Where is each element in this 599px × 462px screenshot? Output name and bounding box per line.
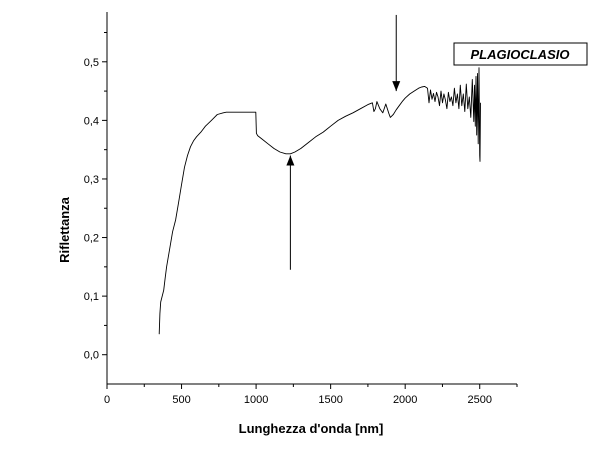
y-axis-title: Riflettanza [57, 196, 72, 263]
y-tick-label: 0,1 [84, 291, 99, 303]
x-tick-label: 2000 [393, 394, 417, 406]
legend-box [453, 42, 588, 66]
y-tick-label: 0,5 [84, 57, 99, 69]
ticks: 0 500 1000 1500 2000 2500 0,0 0,1 0,2 0,3 0,4 0,5 [84, 32, 518, 406]
x-axis-title: Lunghezza d'onda [nm] [239, 421, 384, 436]
legend-label: PLAGIOCLASIO [471, 47, 570, 62]
y-tick-label: 0,4 [84, 115, 99, 127]
x-tick-label: 0 [104, 394, 110, 406]
x-tick-label: 1500 [318, 394, 342, 406]
arrow-up-annotation [286, 155, 295, 270]
x-tick-label: 2500 [467, 394, 491, 406]
y-tick-label: 0,0 [84, 350, 99, 362]
series-line [158, 67, 481, 335]
axes [106, 12, 517, 385]
x-tick-label: 500 [172, 394, 190, 406]
arrow-down-annotation [392, 14, 401, 92]
arrow-head [392, 81, 401, 92]
series-layer [158, 67, 481, 335]
arrow-head [286, 155, 295, 166]
x-tick-label: 1000 [244, 394, 268, 406]
y-tick-label: 0,2 [84, 233, 99, 245]
y-tick-label: 0,3 [84, 174, 99, 186]
legend: PLAGIOCLASIO [453, 42, 588, 66]
annotations-layer [286, 14, 401, 270]
